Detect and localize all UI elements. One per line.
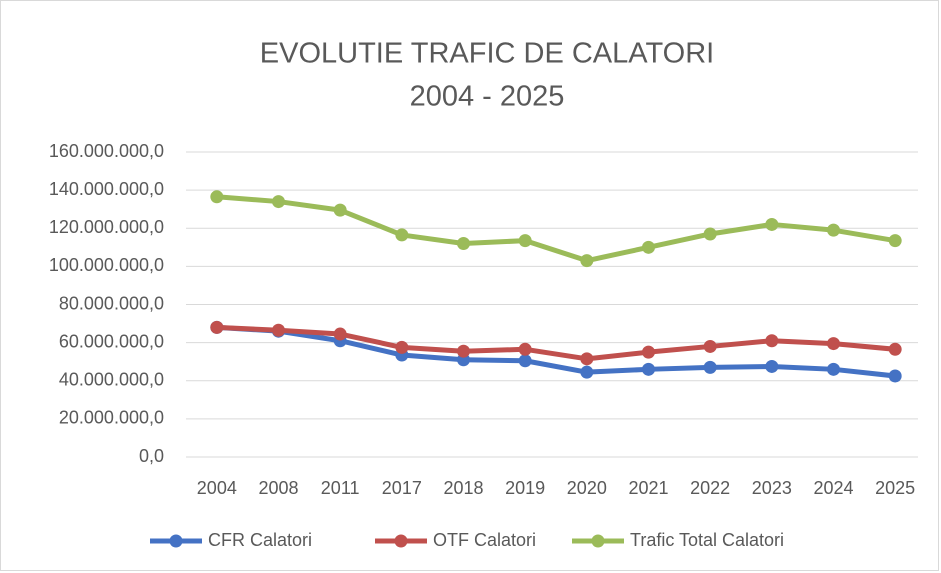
- series-line: [216, 194, 896, 264]
- point: [210, 190, 224, 204]
- y-tick-label: 80.000.000,0: [59, 293, 164, 313]
- point: [518, 234, 532, 248]
- point: [272, 323, 285, 337]
- x-tick-label: 2020: [567, 478, 607, 498]
- point: [827, 223, 840, 237]
- y-tick-label: 20.000.000,0: [59, 408, 164, 428]
- point: [457, 237, 470, 250]
- point: [827, 337, 840, 351]
- point: [272, 195, 285, 209]
- point: [888, 369, 902, 383]
- y-tick-label: 60.000.000,0: [59, 331, 164, 351]
- x-tick-label: 2011: [321, 478, 360, 498]
- point: [210, 320, 224, 334]
- point: [580, 365, 594, 379]
- point: [333, 203, 347, 217]
- point: [518, 342, 532, 356]
- x-tick-label: 2019: [505, 478, 545, 498]
- legend-label: CFR Calatori: [208, 530, 312, 550]
- x-tick-label: 2022: [690, 478, 730, 498]
- point: [642, 345, 655, 359]
- x-tick-label: 2024: [813, 478, 853, 498]
- point: [580, 352, 594, 366]
- series-line: [216, 324, 896, 362]
- legend-marker: [169, 534, 183, 548]
- point: [580, 254, 594, 268]
- x-tick-label: 2017: [382, 478, 422, 498]
- y-tick-label: 160.000.000,0: [49, 141, 164, 161]
- point: [395, 228, 409, 242]
- point: [765, 359, 779, 373]
- chart-title: EVOLUTIE TRAFIC DE CALATORI: [260, 38, 714, 70]
- x-tick-label: 2025: [875, 478, 915, 498]
- point: [827, 362, 840, 376]
- point: [457, 344, 470, 358]
- x-tick-label: 2021: [628, 478, 668, 498]
- x-tick-label: 2018: [443, 478, 483, 498]
- point: [888, 234, 902, 248]
- point: [703, 360, 717, 374]
- point: [703, 227, 717, 241]
- legend-label: Trafic Total Calatori: [630, 530, 784, 550]
- chart-subtitle: 2004 - 2025: [410, 81, 565, 113]
- legend-marker: [394, 534, 408, 548]
- x-tick-label: 2023: [752, 478, 792, 498]
- x-tick-label: 2008: [258, 478, 298, 498]
- y-tick-label: 100.000.000,0: [49, 255, 164, 275]
- point: [765, 334, 779, 348]
- point: [518, 354, 532, 368]
- legend-label: OTF Calatori: [433, 530, 536, 550]
- point: [703, 339, 717, 353]
- point: [888, 342, 902, 356]
- point: [642, 362, 655, 376]
- legend-marker: [591, 534, 605, 548]
- y-tick-label: 40.000.000,0: [59, 370, 164, 390]
- y-tick-label: 140.000.000,0: [49, 179, 164, 199]
- y-tick-label: 120.000.000,0: [49, 217, 164, 237]
- point: [642, 240, 655, 254]
- series-line: [216, 324, 896, 379]
- point: [395, 340, 409, 354]
- y-tick-label: 0,0: [139, 446, 164, 466]
- point: [333, 327, 347, 341]
- x-tick-label: 2004: [197, 478, 237, 498]
- point: [765, 217, 779, 231]
